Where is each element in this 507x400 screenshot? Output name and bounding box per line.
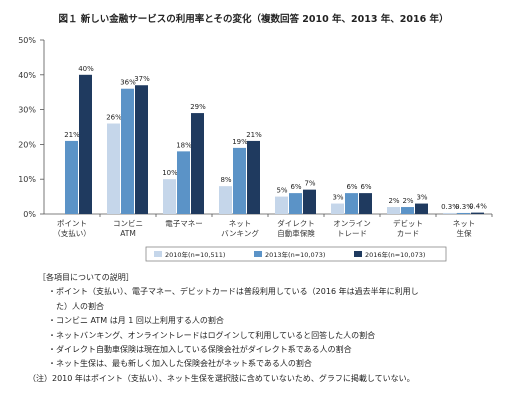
x-tick-label: ネット: [229, 219, 252, 228]
data-label: 40%: [78, 65, 94, 73]
data-label: 21%: [64, 131, 80, 139]
notes-section: ［各項目についての説明］ ・ポイント（支払い）、電子マネー、デビットカードは普段…: [28, 271, 493, 386]
x-tick-label: 自動車保険: [277, 228, 315, 238]
x-tick-label: （支払い）: [53, 228, 91, 238]
data-label: 29%: [190, 103, 206, 111]
x-tick-label: ネット: [453, 219, 476, 228]
data-label: 0.4%: [469, 203, 487, 211]
note-item: ・ネット生保は、最も新しく加入した保険会社がネット系である人の割合: [48, 359, 312, 369]
note-item: ・ネットバンキング、オンライントレードはログインして利用していると回答した人の割…: [48, 330, 376, 340]
legend-swatch: [354, 251, 362, 257]
bar: [135, 85, 148, 215]
note-item: ・ポイント（支払い）、電子マネー、デビットカードは普段利用している（2016 年…: [48, 287, 419, 297]
data-label: 0.3%: [455, 203, 473, 211]
data-label: 6%: [346, 183, 357, 191]
x-tick-label: 生保: [457, 228, 472, 238]
bar: [107, 123, 120, 214]
legend-label: 2013年(n=10,073): [265, 250, 325, 259]
data-label: 5%: [276, 187, 287, 195]
data-label: 18%: [176, 141, 192, 149]
x-tick-label: バンキング: [221, 228, 259, 238]
legend-swatch: [254, 251, 262, 257]
notes-heading: ［各項目についての説明］: [38, 273, 134, 282]
data-label: 3%: [416, 194, 427, 202]
bar: [191, 113, 204, 214]
chart-title: 図１ 新しい金融サービスの利用率とその変化（複数回答 2010 年、2013 年…: [58, 14, 449, 25]
bar: [163, 179, 176, 214]
legend-swatch: [154, 251, 162, 257]
data-label: 19%: [232, 138, 248, 146]
bar: [345, 193, 358, 214]
x-tick-label: ダイレクト: [277, 218, 315, 228]
x-tick-label: ポイント: [57, 219, 87, 228]
data-label: 8%: [220, 176, 231, 184]
y-tick-label: 40%: [18, 71, 36, 80]
data-label: 7%: [304, 180, 315, 188]
data-label: 21%: [246, 131, 262, 139]
bar: [471, 212, 484, 214]
x-tick-label: トレード: [337, 229, 367, 238]
data-label: 2%: [388, 197, 399, 205]
note-item: た）人の割合: [56, 301, 104, 311]
bar: [177, 151, 190, 214]
bar: [79, 74, 92, 214]
bar: [247, 140, 260, 214]
bar: [443, 212, 456, 214]
data-label: 36%: [120, 79, 136, 87]
data-label: 10%: [162, 169, 178, 177]
bar: [233, 147, 246, 214]
bar: [219, 186, 232, 214]
bar: [275, 196, 288, 214]
bar: [457, 212, 470, 214]
bar: [121, 88, 134, 214]
bar: [401, 207, 414, 214]
note-item: ・コンビニ ATM は月 1 回以上利用する人の割合: [48, 316, 224, 326]
y-tick-label: 10%: [18, 175, 36, 184]
x-tick-label: デビット: [393, 218, 423, 228]
data-label: 37%: [134, 75, 150, 83]
bar: [359, 193, 372, 214]
data-label: 6%: [290, 183, 301, 191]
bar: [387, 207, 400, 214]
legend-label: 2016年(n=10,073): [365, 250, 425, 259]
x-tick-label: オンライン: [333, 219, 371, 228]
y-tick-label: 50%: [18, 36, 36, 45]
note-item: ・ダイレクト自動車保険は現在加入している保険会社がダイレクト系である人の割合: [48, 345, 352, 355]
bar-chart: 0% 10% 20% 30% 40% 50% 21% 40% ポイント（支払い） 26% 36%37…: [18, 36, 493, 262]
data-label: 0.3%: [441, 203, 459, 211]
legend-box: [145, 246, 447, 262]
bar: [415, 203, 428, 214]
bar: [65, 140, 78, 214]
bar: [289, 193, 302, 214]
x-tick-label: ATM: [120, 229, 136, 238]
x-tick-label: カード: [397, 229, 420, 238]
y-tick-label: 0%: [23, 210, 36, 219]
footnote: （注）2010 年はポイント（支払い）、ネット生保を選択肢に含めていないため、グ…: [28, 373, 415, 383]
data-label: 26%: [106, 114, 122, 122]
data-label: 2%: [402, 197, 413, 205]
legend-label: 2010年(n=10,511): [165, 250, 225, 259]
y-tick-label: 30%: [18, 106, 36, 115]
bar: [331, 203, 344, 214]
data-label: 3%: [332, 194, 343, 202]
x-tick-label: 電子マネー: [165, 219, 203, 228]
x-tick-label: コンビニ: [113, 219, 143, 228]
data-label: 6%: [360, 183, 371, 191]
y-tick-label: 20%: [18, 140, 36, 149]
bar: [303, 189, 316, 214]
